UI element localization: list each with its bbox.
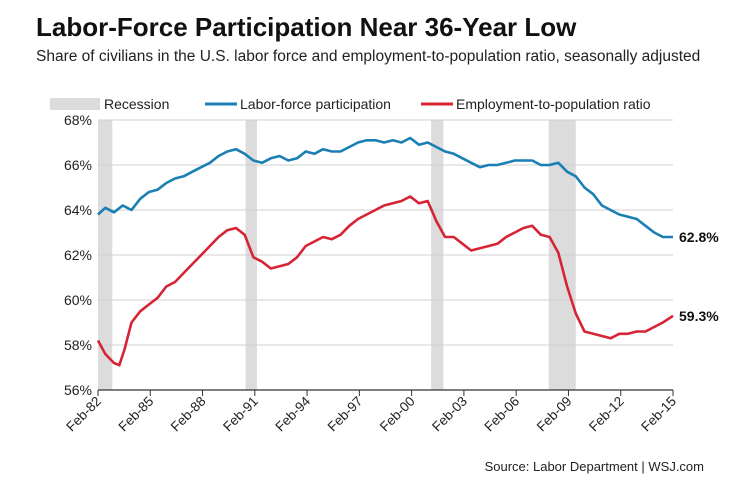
chart-title: Labor-Force Participation Near 36-Year L… [36, 12, 577, 42]
x-tick-label: Feb-00 [377, 394, 418, 435]
end-labels: 62.8% 59.3% [679, 229, 719, 324]
y-tick-label: 58% [64, 337, 92, 353]
y-tick-label: 64% [64, 202, 92, 218]
legend-lfp-label: Labor-force participation [240, 96, 391, 112]
x-axis: Feb-82 Feb-85 Feb-88 Feb-91 Feb-94 Feb-97 Feb-… [63, 389, 679, 435]
x-tick-label: Feb-94 [272, 393, 313, 434]
x-tick-label: Feb-88 [168, 394, 209, 435]
employment-to-population-line [96, 195, 674, 367]
x-tick-label: Feb-82 [63, 394, 104, 435]
x-tick-label: Feb-91 [220, 394, 261, 435]
x-tick-label: Feb-97 [325, 394, 366, 435]
x-tick-label: Feb-06 [481, 394, 522, 435]
gridlines [98, 119, 673, 391]
y-tick-label: 68% [64, 112, 92, 128]
y-tick-label: 60% [64, 292, 92, 308]
series-end-label: 62.8% [679, 229, 719, 245]
chart-subtitle: Share of civilians in the U.S. labor for… [36, 48, 701, 65]
x-tick-label: Feb-09 [534, 394, 575, 435]
x-tick-label: Feb-85 [116, 394, 157, 435]
x-tick-label: Feb-15 [638, 394, 679, 435]
legend-epop-label: Employment-to-population ratio [456, 96, 651, 112]
series-end-label: 59.3% [679, 308, 719, 324]
x-tick-label: Feb-12 [586, 394, 627, 435]
y-tick-label: 56% [64, 382, 92, 398]
legend-recession-label: Recession [104, 96, 169, 112]
y-axis-ticks: 56% 58% 60% 62% 64% 66% 68% [64, 112, 92, 398]
legend-recession-swatch [50, 98, 100, 110]
y-tick-label: 66% [64, 157, 92, 173]
source-note: Source: Labor Department | WSJ.com [484, 459, 704, 474]
x-tick-label: Feb-03 [429, 394, 470, 435]
series-lines [96, 136, 674, 367]
labor-force-participation-line [97, 136, 673, 239]
y-tick-label: 62% [64, 247, 92, 263]
legend: Recession Labor-force participation Employ… [50, 96, 651, 112]
